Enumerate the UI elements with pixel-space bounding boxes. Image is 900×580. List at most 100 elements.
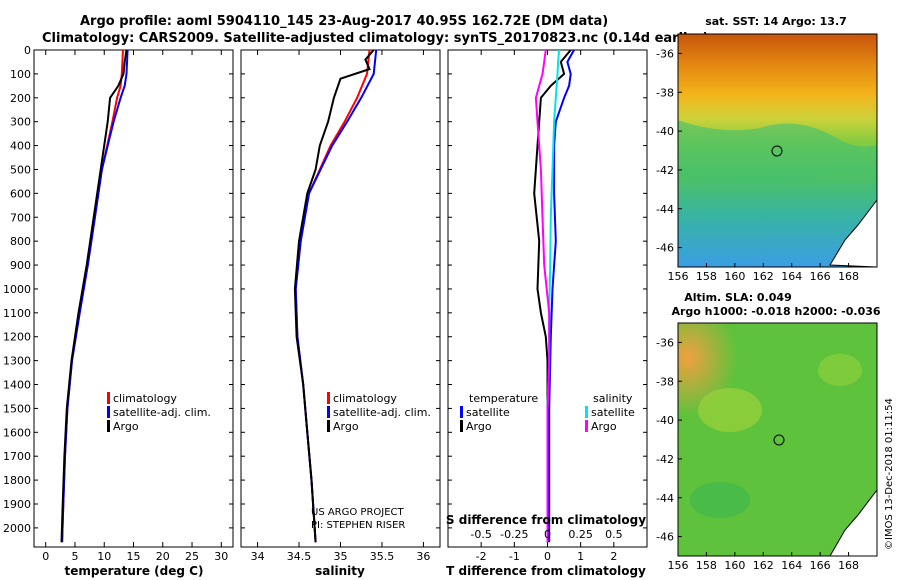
depth-tick-label: 1300: [3, 355, 31, 368]
sst-map-title: sat. SST: 14 Argo: 13.7: [705, 15, 847, 28]
x-tick-label: 20: [156, 550, 170, 563]
legend-swatch-argo: [107, 420, 110, 432]
lon-tick-label: 158: [696, 559, 717, 572]
salinity-axes-frame: [240, 49, 441, 548]
lon-tick-label: 168: [838, 559, 859, 572]
sla-map-title: Altim. SLA: 0.049: [684, 291, 791, 304]
legend-swatch-argo: [327, 420, 330, 432]
lat-tick-label: -44: [656, 203, 674, 216]
legend-salinity-heading: salinity: [593, 392, 633, 405]
legend-label-satellite: satellite-adj. clim.: [333, 406, 431, 419]
temperature-xlabel: temperature (deg C): [65, 564, 204, 578]
series-line-argo: [293, 49, 375, 543]
lon-tick-label: 166: [810, 270, 831, 283]
depth-axis: 0 100 200 300 400 500 600 700 800 900 1000 1100 1200…: [3, 44, 233, 535]
legend-swatch-satellite: [107, 406, 110, 418]
depth-tick-label: 1800: [3, 474, 31, 487]
sla-map-subtitle: Argo h1000: -0.018 h2000: -0.036: [671, 305, 880, 318]
lat-tick-label: -46: [656, 242, 674, 255]
temperature-x-axis: 0 5 10 15 20 25 30: [42, 50, 228, 563]
lon-tick-label: 166: [810, 559, 831, 572]
lon-tick-label: 156: [668, 559, 689, 572]
sla-map-panel: Altim. SLA: 0.049 Argo h1000: -0.018 h20…: [656, 291, 881, 572]
salinity-series: [293, 49, 378, 543]
depth-tick-label: 100: [10, 68, 31, 81]
lat-tick-label: -44: [656, 492, 674, 505]
x-tick-label: -1: [509, 550, 520, 563]
legend-swatch-t-satellite: [460, 406, 463, 418]
series-line-argo: [60, 49, 128, 543]
legend-swatch-s-satellite: [585, 406, 588, 418]
temperature-panel: 0100200300400500600700800900100011001200…: [3, 44, 234, 578]
t-difference-xlabel: T difference from climatology: [446, 564, 646, 578]
s-difference-xlabel: S difference from climatology: [446, 513, 646, 527]
x-tick-label: 15: [127, 550, 141, 563]
lon-tick-label: 162: [753, 559, 774, 572]
lat-tick-label: -40: [656, 125, 674, 138]
s-difference-tick-label: 0.5: [605, 528, 623, 541]
lon-tick-label: 168: [838, 270, 859, 283]
x-tick-label: 5: [71, 550, 78, 563]
timestamp-text: ©IMOS 13-Dec-2018 01:11:54: [884, 398, 895, 550]
project-annotation-line2: PI: STEPHEN RISER: [311, 520, 405, 531]
depth-tick-label: 800: [10, 235, 31, 248]
legend-label-climatology: climatology: [333, 392, 397, 405]
legend-swatch-climatology: [327, 392, 330, 404]
lat-tick-label: -42: [656, 453, 674, 466]
depth-tick-label: 700: [10, 211, 31, 224]
series-line-argo: [534, 49, 551, 543]
lat-tick-label: -42: [656, 164, 674, 177]
salinity-legend: climatology satellite-adj. clim. Argo: [327, 392, 431, 433]
x-tick-label: 25: [185, 550, 199, 563]
sla-dark-patch: [690, 482, 750, 518]
sst-map-axes: 156 158 160 162 164 166 168 -36 -38 -40 -42 -44 -46: [656, 47, 859, 283]
legend-label-t-argo: Argo: [466, 420, 492, 433]
salinity-depth-ticks: [241, 49, 440, 529]
difference-legend: temperature satellite Argo salinity sate…: [460, 392, 635, 433]
x-tick-label: 35: [334, 550, 348, 563]
lat-tick-label: -38: [656, 375, 674, 388]
timestamp-stamp: ©IMOS 13-Dec-2018 01:11:54: [884, 398, 895, 550]
x-tick-label: 2: [610, 550, 617, 563]
salinity-panel: 34 34.5 35 35.5 36 salinity climatology sate…: [240, 49, 441, 578]
x-tick-label: 34: [251, 550, 265, 563]
lat-tick-label: -38: [656, 86, 674, 99]
depth-tick-label: 300: [10, 116, 31, 129]
legend-label-satellite: satellite-adj. clim.: [113, 406, 211, 419]
depth-tick-label: 1400: [3, 379, 31, 392]
lat-tick-label: -46: [656, 531, 674, 544]
depth-tick-label: 1600: [3, 426, 31, 439]
depth-tick-label: 400: [10, 140, 31, 153]
legend-label-argo: Argo: [113, 420, 139, 433]
lon-tick-label: 162: [753, 270, 774, 283]
x-tick-label: 0: [42, 550, 49, 563]
lon-tick-label: 164: [781, 270, 802, 283]
legend-swatch-t-argo: [460, 420, 463, 432]
s-difference-tick-label: 0.25: [568, 528, 593, 541]
x-tick-label: -2: [476, 550, 487, 563]
depth-tick-label: 600: [10, 187, 31, 200]
sst-green-band: [678, 120, 877, 184]
x-tick-label: 30: [214, 550, 228, 563]
title-line-2: Climatology: CARS2009. Satellite-adjuste…: [42, 31, 709, 46]
legend-temperature-heading: temperature: [469, 392, 538, 405]
depth-tick-label: 1100: [3, 307, 31, 320]
x-tick-label: 35.5: [370, 550, 395, 563]
series-line-argo: [533, 49, 572, 543]
depth-tick-label: 2000: [3, 522, 31, 535]
legend-label-climatology: climatology: [113, 392, 177, 405]
x-tick-label: 1: [577, 550, 584, 563]
title-line-1: Argo profile: aoml 5904110_145 23-Aug-20…: [80, 14, 608, 29]
s-difference-tick-label: -0.25: [500, 528, 528, 541]
temperature-axes-frame: [33, 49, 234, 548]
legend-swatch-s-argo: [585, 420, 588, 432]
lon-tick-label: 160: [724, 270, 745, 283]
s-difference-tick-labels: -0.5 -0.25 0 0.25 0.5: [470, 528, 622, 541]
legend-label-t-satellite: satellite: [466, 406, 510, 419]
sla-light-patch: [698, 388, 762, 432]
depth-tick-label: 0: [24, 44, 31, 57]
sla-map-axes: 156 158 160 162 164 166 168 -36 -38 -40 -42 -44 -46: [656, 336, 859, 572]
depth-tick-label: 1900: [3, 498, 31, 511]
depth-tick-label: 1200: [3, 331, 31, 344]
